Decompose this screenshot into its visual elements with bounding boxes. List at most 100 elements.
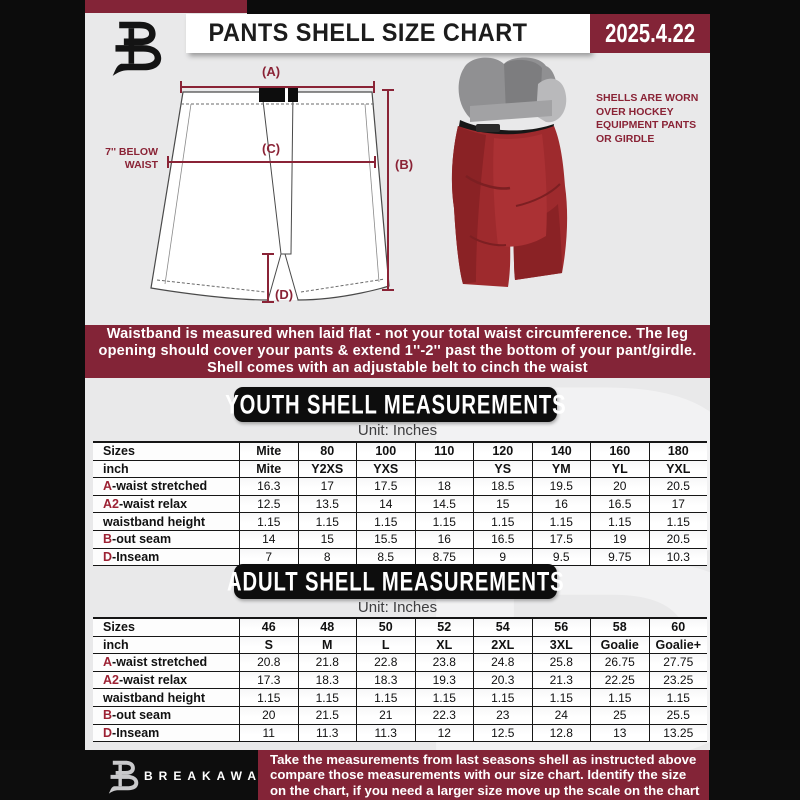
- table-cell: 1.15: [414, 513, 473, 530]
- waistband-info-banner: Waistband is measured when laid flat - n…: [85, 325, 710, 378]
- table-cell: 1.15: [473, 689, 532, 706]
- row-label: waistband height: [103, 690, 206, 705]
- table-cell: 9.75: [590, 548, 649, 566]
- measure-label-c: (C): [262, 141, 281, 156]
- table-cell: 18: [414, 478, 473, 495]
- row-label: inch: [103, 637, 129, 652]
- adult-unit-label: Unit: Inches: [357, 599, 438, 616]
- table-cell: 18.3: [356, 671, 415, 689]
- table-cell: 120: [473, 443, 532, 460]
- table-cell: 14: [239, 530, 298, 548]
- table-cell: Mite: [239, 460, 298, 478]
- table-cell: 9: [473, 548, 532, 566]
- table-cell: 26.75: [590, 654, 649, 671]
- table-cell: S: [239, 636, 298, 654]
- table-cell: 56: [531, 619, 590, 636]
- table-cell: 15.5: [356, 530, 415, 548]
- table-cell: 11.3: [356, 724, 415, 742]
- table-cell: 1.15: [414, 689, 473, 706]
- table-cell: YL: [590, 460, 649, 478]
- table-row: inch S M L XL 2XL 3XL Goalie Goalie+: [93, 636, 707, 655]
- table-cell: 23.25: [648, 671, 707, 689]
- table-cell: 13.25: [648, 724, 707, 742]
- table-cell: 140: [531, 443, 590, 460]
- table-cell: 14.5: [414, 495, 473, 513]
- table-row: A -waist stretched 16.3 17 17.5 18 18.5 19.5 20 2…: [93, 478, 707, 496]
- table-row: inch Mite Y2XS YXS YS YM YL YXL: [93, 460, 707, 479]
- below-waist-note: 7'' BELOW WAIST: [105, 146, 158, 171]
- table-row: D -Inseam 7 8 8.5 8.75 9 9.5 9.75 10.3: [93, 548, 707, 567]
- table-cell: 20.3: [473, 671, 532, 689]
- table-cell: 180: [648, 443, 707, 460]
- table-cell: 18.5: [473, 478, 532, 495]
- table-cell: 21: [356, 706, 415, 724]
- table-cell: 11: [239, 724, 298, 742]
- table-cell: 1.15: [648, 689, 707, 706]
- date-text: 2025.4.22: [604, 18, 696, 48]
- table-cell: 1.15: [531, 689, 590, 706]
- table-cell: 11.3: [297, 724, 356, 742]
- top-accent-strip: [85, 0, 247, 13]
- shorts-measurement-diagram: [135, 58, 430, 310]
- table-row: waistband height 1.15 1.15 1.15 1.15 1.15 1.15…: [93, 689, 707, 707]
- table-row: B -out seam 14 15 15.5 16 16.5 17.5 19 20.5: [93, 530, 707, 549]
- table-cell: 1.15: [590, 513, 649, 530]
- table-cell: 17.5: [356, 478, 415, 495]
- left-black-border: [0, 0, 85, 800]
- measure-label-b: (B): [395, 157, 414, 172]
- table-cell: 21.8: [297, 654, 356, 671]
- table-cell: 16.5: [590, 495, 649, 513]
- table-cell: 1.15: [356, 513, 415, 530]
- table-cell: 21.5: [297, 706, 356, 724]
- table-cell: M: [297, 636, 356, 654]
- table-row: A -waist stretched 20.8 21.8 22.8 23.8 24.8 25.…: [93, 654, 707, 672]
- table-cell: 17: [297, 478, 356, 495]
- table-row: Sizes Mite 80 100 110 120 140 160 180: [93, 441, 707, 461]
- table-cell: Goalie: [590, 636, 649, 654]
- table-cell: 20.8: [239, 654, 298, 671]
- table-cell: 20.5: [648, 530, 707, 548]
- table-cell: 8.75: [414, 548, 473, 566]
- adult-section-title: ADULT SHELL MEASUREMENTS: [226, 565, 565, 597]
- table-cell: 58: [590, 619, 649, 636]
- table-cell: 110: [414, 443, 473, 460]
- table-cell: 1.15: [239, 513, 298, 530]
- date-badge: 2025.4.22: [590, 14, 710, 53]
- table-row: B -out seam 20 21.5 21 22.3 23 24 25 25.5: [93, 706, 707, 725]
- table-row: Sizes 46 48 50 52 54 56 58 60: [93, 617, 707, 637]
- table-cell: Mite: [239, 443, 298, 460]
- table-cell: Y2XS: [297, 460, 356, 478]
- table-cell: YM: [531, 460, 590, 478]
- breakaway-logo-icon: [108, 16, 164, 76]
- table-cell: 24: [531, 706, 590, 724]
- table-cell: 1.15: [297, 689, 356, 706]
- row-label: D -Inseam: [103, 725, 160, 740]
- table-cell: 1.15: [297, 513, 356, 530]
- table-cell: XL: [414, 636, 473, 654]
- table-cell: 2XL: [473, 636, 532, 654]
- row-label: B -out seam: [103, 708, 172, 723]
- row-label: waistband height: [103, 514, 206, 529]
- table-cell: 13: [590, 724, 649, 742]
- table-cell: [414, 460, 473, 478]
- table-cell: 25.8: [531, 654, 590, 671]
- table-cell: 22.3: [414, 706, 473, 724]
- table-cell: 8: [297, 548, 356, 566]
- table-cell: 22.25: [590, 671, 649, 689]
- row-label: A -waist stretched: [103, 655, 208, 670]
- row-label: Sizes: [103, 620, 135, 635]
- table-cell: 23.8: [414, 654, 473, 671]
- measure-label-d: (D): [275, 287, 294, 302]
- table-cell: 23: [473, 706, 532, 724]
- table-cell: 52: [414, 619, 473, 636]
- table-cell: 16: [531, 495, 590, 513]
- table-cell: 1.15: [590, 689, 649, 706]
- table-cell: 25: [590, 706, 649, 724]
- table-cell: 10.3: [648, 548, 707, 566]
- table-cell: 80: [297, 443, 356, 460]
- table-cell: 48: [297, 619, 356, 636]
- youth-unit-label: Unit: Inches: [357, 422, 438, 439]
- table-cell: 19.3: [414, 671, 473, 689]
- page-title-bar: PANTS SHELL SIZE CHART: [186, 14, 590, 53]
- table-cell: 15: [473, 495, 532, 513]
